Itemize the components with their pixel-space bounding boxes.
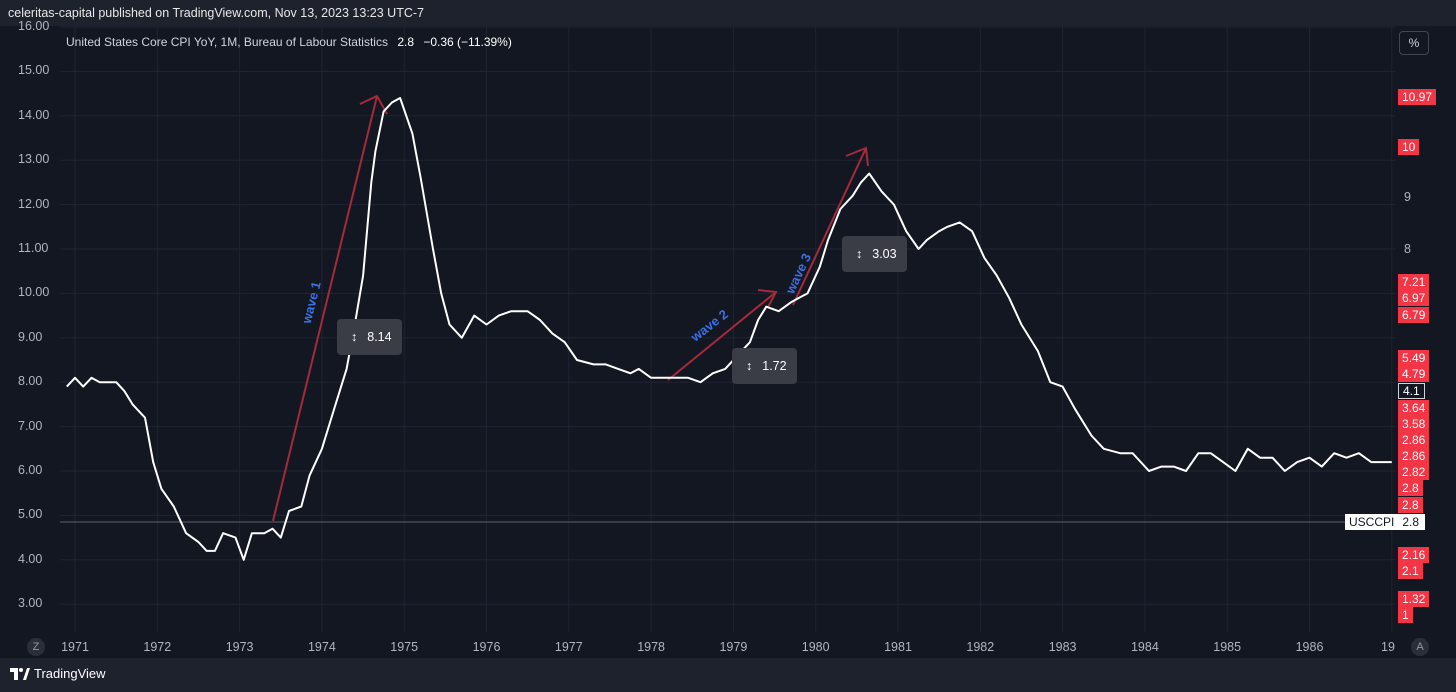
price-tag: 2.8	[1398, 480, 1423, 496]
time-axis-label: 1978	[637, 640, 665, 654]
right-axis-label: 8	[1404, 242, 1411, 256]
measure-value: 3.03	[872, 247, 897, 261]
price-tag: 2.8	[1398, 497, 1423, 513]
series-legend[interactable]: United States Core CPI YoY, 1M, Bureau o…	[66, 35, 512, 49]
measure-icon: ↕	[856, 247, 863, 261]
symbol-name: USCCPI	[1349, 515, 1395, 529]
time-axis-label: 1974	[307, 640, 336, 654]
footer-bar: TradingView	[0, 658, 1456, 692]
left-axis-label: 11.00	[18, 241, 49, 255]
time-axis-label: 1984	[1130, 640, 1159, 654]
brand-name: TradingView	[34, 666, 106, 681]
tv-logo-icon	[10, 667, 30, 680]
measure-icon: ↕	[746, 359, 753, 373]
left-axis-label: 8.00	[18, 374, 43, 389]
right-axis-label: 9	[1404, 190, 1411, 204]
time-axis-label: 1983	[1048, 640, 1077, 654]
cpi-series-line	[66, 97, 1392, 561]
measure-icon: ↕	[351, 330, 358, 344]
symbol-value: 2.8	[1402, 515, 1420, 529]
price-tag: 6.79	[1398, 307, 1430, 323]
left-axis-label: 3.00	[18, 596, 43, 611]
left-axis-label: 9.00	[18, 329, 43, 344]
publish-header: celeritas-capital published on TradingVi…	[0, 0, 1456, 26]
left-axis-label: 6.00	[18, 463, 43, 477]
series-change: −0.36 (−11.39%)	[423, 35, 512, 49]
time-axis-label: 1986	[1295, 640, 1324, 654]
publish-info: celeritas-capital published on TradingVi…	[8, 6, 424, 20]
wave-3-arrow	[792, 146, 869, 306]
left-axis-label: 5.00	[18, 507, 43, 522]
measure-label-3[interactable]: ↕ 3.03	[842, 236, 907, 272]
time-axis-label: 1985	[1213, 640, 1242, 654]
left-axis-label: 7.00	[18, 418, 43, 433]
price-tag: 5.49	[1398, 350, 1430, 366]
left-axis-label: 13.00	[18, 152, 50, 167]
price-tag: 3.64	[1398, 400, 1430, 416]
price-tag: 2.1	[1398, 563, 1423, 579]
measure-label-1[interactable]: ↕ 8.14	[337, 319, 402, 355]
price-tag: 10	[1398, 139, 1420, 155]
time-axis-label: 1982	[966, 640, 995, 654]
tradingview-logo[interactable]: TradingView	[10, 666, 106, 681]
time-axis-label: 1981	[884, 640, 912, 654]
series-last-value: 2.8	[397, 35, 414, 49]
price-tag: 2.86	[1398, 432, 1430, 448]
wave-2-arrow	[667, 289, 778, 381]
price-tag: 10.97	[1398, 89, 1437, 105]
percent-scale-button[interactable]: %	[1399, 31, 1429, 55]
measure-label-2[interactable]: ↕ 1.72	[732, 348, 797, 384]
left-axis-label: 15.00	[18, 63, 50, 78]
price-tag: 2.82	[1398, 464, 1430, 480]
grid-lines	[60, 26, 1396, 632]
auto-scale-button[interactable]: A	[1411, 638, 1429, 656]
left-axis-label: 10.00	[18, 285, 50, 300]
left-axis-label: 16.00	[18, 19, 50, 33]
time-axis-label: 1979	[719, 640, 748, 654]
time-axis-label: 1973	[225, 640, 254, 654]
wave-1-arrow	[272, 94, 388, 522]
price-tag: 4.79	[1398, 366, 1430, 382]
time-axis-label: 1971	[61, 640, 89, 654]
measure-value: 8.14	[367, 330, 392, 344]
time-axis-label: 1977	[554, 640, 583, 654]
zoom-reset-button[interactable]: Z	[27, 638, 45, 656]
measure-value: 1.72	[762, 359, 787, 373]
price-tag: 1	[1398, 607, 1413, 623]
left-axis-label: 12.00	[18, 196, 50, 211]
series-title: United States Core CPI YoY, 1M, Bureau o…	[66, 35, 388, 49]
current-price-tag: 4.1	[1398, 383, 1425, 399]
time-axis-label: 1975	[390, 640, 419, 654]
time-axis-label: 1980	[801, 640, 830, 654]
time-axis-label: 19	[1381, 640, 1395, 654]
left-axis-label: 14.00	[18, 107, 50, 122]
time-axis-label: 1972	[143, 640, 172, 654]
price-tag: 2.16	[1398, 547, 1430, 563]
price-tag: 3.58	[1398, 416, 1430, 432]
left-axis-label: 4.00	[18, 551, 43, 566]
price-tag: 6.97	[1398, 290, 1430, 306]
symbol-price-tag: USCCPI 2.8	[1345, 514, 1426, 530]
time-axis-label: 1976	[472, 640, 501, 654]
price-tag: 2.86	[1398, 448, 1430, 464]
price-tag: 1.32	[1398, 591, 1430, 607]
price-tag: 7.21	[1398, 274, 1430, 290]
chart-area[interactable]	[0, 26, 1456, 658]
